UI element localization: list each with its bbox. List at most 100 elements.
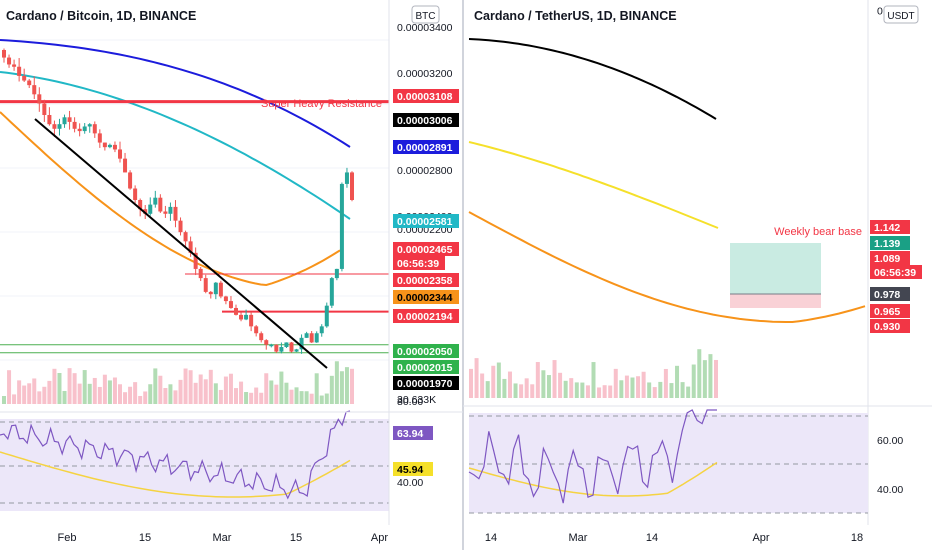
left-candle-body [158, 197, 163, 212]
left-candle-body [27, 80, 32, 86]
left-price-badge-bg [393, 344, 459, 358]
left-candle-body [153, 197, 158, 205]
left-volume-bar [314, 373, 319, 404]
left-volume-bar [173, 390, 178, 404]
left-candle-body [213, 282, 218, 295]
left-candle-body [102, 142, 107, 148]
left-candle-body [128, 172, 133, 189]
left-candle-body [37, 94, 42, 104]
right-volume-bar [636, 376, 641, 398]
right-price-badge-bg [870, 304, 910, 318]
right-volume-bar [524, 378, 529, 398]
right-currency-button[interactable]: USDT [883, 5, 919, 24]
left-trendline[interactable] [34, 118, 328, 369]
left-candle-body [289, 342, 294, 352]
left-rsi-badge: 63.94 [397, 428, 423, 440]
left-candle-body [218, 282, 223, 297]
svg-text:BTC: BTC [416, 11, 436, 22]
left-volume-bar [32, 378, 37, 404]
left-volume-bar [249, 392, 254, 404]
left-candle-body [12, 64, 17, 67]
left-rsi-badge: 45.94 [397, 464, 423, 476]
right-volume-bar [624, 375, 629, 398]
right-price-badge-bg [870, 319, 910, 333]
right-volume-bar [602, 385, 607, 398]
left-volume-bar [309, 393, 314, 404]
left-price-badge-bg [393, 309, 459, 323]
left-volume-bar [319, 395, 324, 404]
right-volume-bar [558, 372, 563, 398]
left-currency-button[interactable]: BTC [411, 5, 440, 24]
right-stop-zone[interactable] [730, 294, 821, 308]
left-candle-body [299, 337, 304, 350]
left-price-badge: 0.00002465 [397, 244, 453, 256]
left-level-lines [0, 100, 389, 354]
left-candle-body [188, 241, 193, 253]
right-volume-bar [519, 384, 524, 398]
right-rsi-lines [468, 409, 868, 514]
left-volume-bar [203, 379, 208, 404]
right-price-badge: 0.978 [874, 289, 900, 301]
left-volume-bar [118, 384, 122, 404]
left-candle-body [82, 126, 87, 132]
left-price-badge: 06:56:39 [397, 258, 439, 270]
left-candle-body [168, 206, 173, 214]
left-volume-bars [2, 361, 354, 404]
right-volume-bar [714, 359, 718, 398]
left-annotation: Super Heavy Resistance [261, 98, 382, 110]
left-candle-body [329, 278, 334, 306]
left-candle-body [118, 149, 122, 159]
left-volume-bar [299, 391, 304, 404]
left-candle-body [77, 128, 82, 132]
right-rsi-tick: 60.00 [877, 435, 903, 447]
right-rsi-line [468, 409, 717, 504]
left-grid [0, 39, 389, 361]
left-volume-bar [234, 388, 238, 404]
right-target-zone[interactable] [730, 243, 821, 294]
left-rsi-tick: 80.00 [397, 396, 423, 408]
left-price-badge: 0.00003108 [397, 91, 453, 103]
left-candle-body [42, 103, 47, 115]
right-price-badge-bg [870, 251, 910, 265]
left-candle-body [254, 326, 259, 334]
left-candle-body [62, 117, 67, 125]
left-volume-bar [133, 382, 138, 404]
left-volume-bar [324, 393, 329, 404]
right-volume-bar [491, 365, 496, 398]
left-candle-body [314, 333, 319, 343]
right-chart-panel[interactable]: Weekly bear base Cardano / TetherUS, 1D,… [468, 0, 922, 544]
right-price-badge: 06:56:39 [874, 267, 916, 279]
left-candle-body [239, 314, 244, 320]
left-candle-body [57, 124, 62, 129]
left-price-badge: 0.00002891 [397, 142, 453, 154]
left-candle-body [92, 124, 97, 134]
left-chart-panel[interactable]: Super Heavy Resistance Cardano / Bitcoin… [0, 9, 459, 544]
left-volume-bar [87, 383, 92, 404]
right-volume-bar [680, 382, 685, 398]
left-candle-body [334, 268, 339, 279]
right-time-axis: 14 Mar 14 Apr 18 [485, 532, 863, 544]
left-volume-bar [218, 389, 223, 404]
left-title: Cardano / Bitcoin, 1D, BINANCE [6, 9, 196, 23]
left-candle-body [274, 344, 279, 352]
left-candle-body [350, 172, 354, 200]
left-price-badge-bg [393, 376, 459, 390]
left-price-tick: 0.00002800 [397, 165, 453, 177]
left-candle-body [148, 204, 153, 214]
left-volume-bar [193, 382, 198, 404]
left-price-badge-bg [393, 140, 459, 154]
right-volume-bar [652, 387, 657, 398]
left-price-tick: 0.00003200 [397, 68, 453, 80]
left-time-tick: 15 [290, 532, 302, 544]
left-candle-body [7, 57, 12, 65]
left-candle-body [324, 305, 329, 327]
left-rsi-badge-bg [393, 426, 433, 440]
left-candle-body [67, 117, 72, 122]
left-candle-body [47, 115, 52, 125]
left-volume-tick: 30.633K [397, 394, 436, 406]
left-rsi-signal [0, 451, 351, 498]
right-price-badge: 1.139 [874, 238, 900, 250]
right-volume-bar [480, 373, 485, 398]
left-volume-bar [289, 389, 294, 404]
